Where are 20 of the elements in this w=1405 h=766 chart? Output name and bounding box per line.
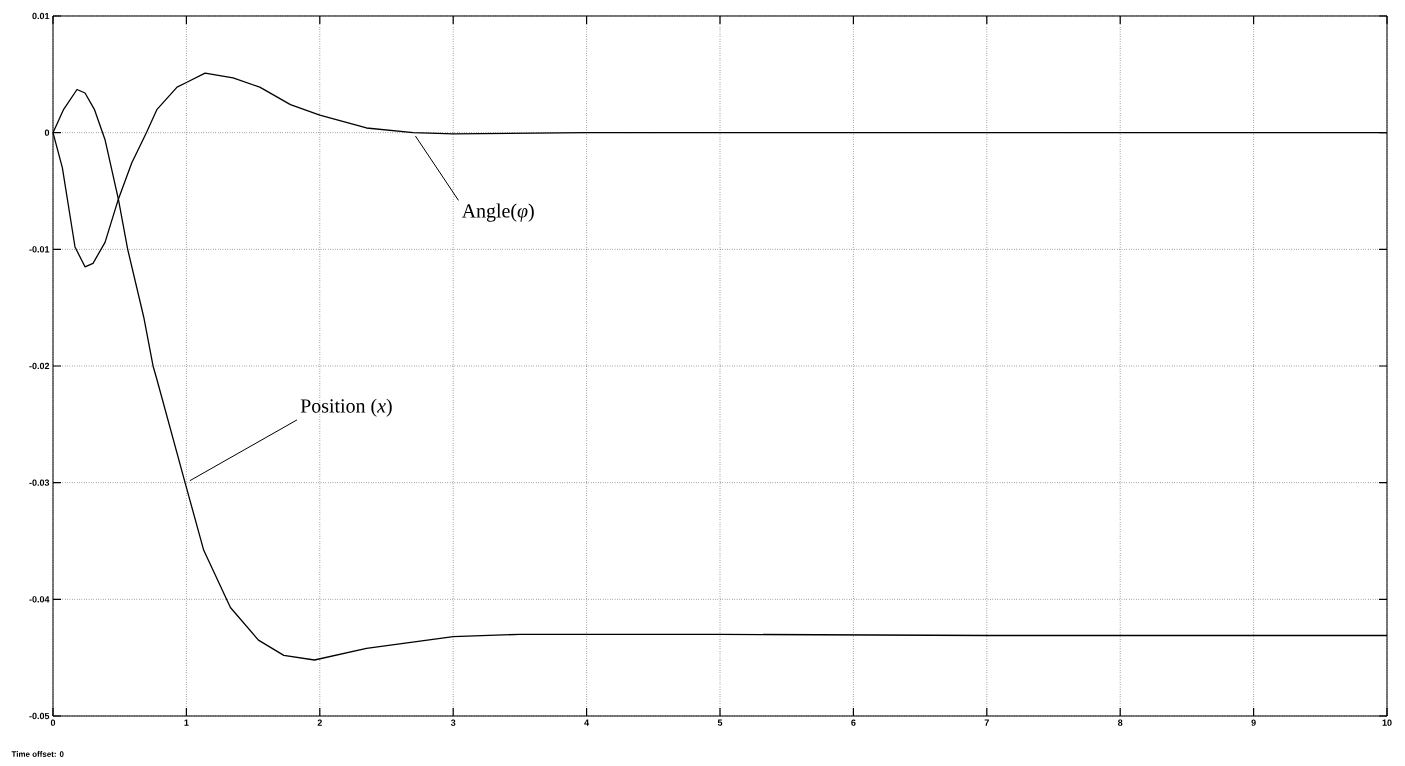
x-tick-label: 1 — [184, 719, 189, 726]
y-tick-label: -0.02 — [29, 362, 50, 370]
y-tick-label: 0.01 — [32, 12, 50, 20]
y-tick-label: -0.03 — [29, 479, 50, 486]
x-tick-label: 6 — [851, 719, 856, 726]
x-tick-label: 10 — [1382, 719, 1392, 726]
x-tick-label: 9 — [1251, 719, 1256, 726]
x-tick-label: 5 — [717, 719, 723, 726]
x-tick-label: 8 — [1117, 719, 1123, 726]
y-tick-label: 0 — [44, 129, 50, 136]
x-tick-label: 2 — [317, 719, 322, 726]
annotation: Angle(φ) — [461, 203, 534, 222]
x-tick-label: 4 — [584, 719, 590, 726]
x-tick-label: 0 — [50, 719, 56, 726]
y-tick-label: -0.01 — [29, 246, 50, 253]
y-tick-label: -0.05 — [29, 712, 50, 720]
x-tick-label: 3 — [450, 719, 456, 726]
annotation: Position (x) — [300, 398, 392, 417]
x-tick-label: 7 — [984, 719, 989, 726]
y-tick-label: -0.04 — [29, 596, 50, 603]
